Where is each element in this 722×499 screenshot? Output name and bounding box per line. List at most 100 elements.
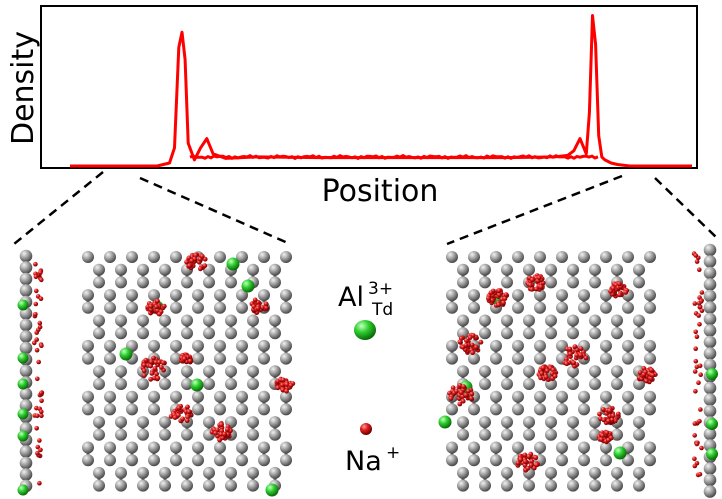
- framework-atom: [633, 276, 645, 289]
- framework-atom: [159, 314, 171, 327]
- legend-na-charge: +: [386, 443, 400, 463]
- framework-atom: [236, 289, 248, 302]
- framework-atom: [446, 289, 458, 302]
- framework-atom: [82, 352, 94, 365]
- framework-atom: [19, 387, 33, 401]
- na-cluster-atom: [698, 407, 703, 412]
- na-cluster-atom: [696, 313, 701, 318]
- framework-atom: [93, 428, 105, 441]
- framework-atom: [170, 441, 182, 454]
- framework-atom: [104, 403, 116, 416]
- framework-atom: [446, 441, 458, 454]
- framework-atom: [446, 251, 458, 263]
- na-cluster-atom: [39, 343, 44, 349]
- framework-atom: [181, 479, 193, 492]
- framework-atom: [137, 276, 149, 289]
- na-cluster-atom: [637, 370, 643, 375]
- na-cluster-atom: [154, 371, 160, 377]
- al-atom: [241, 279, 255, 293]
- na-cluster-atom: [697, 363, 703, 369]
- framework-atom: [104, 352, 116, 365]
- framework-atom: [534, 251, 546, 263]
- framework-atom: [490, 454, 502, 467]
- na-cluster-atom: [187, 358, 193, 364]
- na-cluster-atom: [544, 368, 550, 374]
- framework-atom: [556, 390, 568, 403]
- framework-atom: [225, 479, 237, 492]
- framework-atom: [468, 441, 480, 454]
- framework-atom: [523, 327, 535, 340]
- al-atom: [17, 408, 29, 420]
- connector-left-inner: [139, 176, 291, 246]
- na-cluster-atom: [529, 277, 535, 283]
- framework-atom: [644, 454, 656, 467]
- framework-atom: [148, 251, 160, 263]
- framework-atom: [236, 390, 248, 403]
- al-atom: [706, 418, 718, 430]
- na-cluster-atom: [39, 413, 44, 419]
- framework-atom: [236, 251, 248, 263]
- framework-atom: [126, 454, 138, 467]
- framework-atom: [258, 251, 270, 263]
- al-atom: [17, 352, 29, 364]
- framework-atom: [703, 462, 717, 475]
- na-cluster-atom: [692, 463, 698, 469]
- framework-atom: [269, 416, 281, 429]
- na-cluster-atom: [529, 286, 535, 292]
- na-cluster-atom: [160, 360, 166, 366]
- na-cluster-atom: [540, 365, 546, 371]
- framework-atom: [703, 266, 717, 280]
- framework-atom: [589, 466, 601, 479]
- framework-atom: [137, 428, 149, 441]
- framework-atom: [600, 251, 612, 263]
- framework-atom: [170, 352, 182, 365]
- na-cluster-atom: [187, 263, 192, 269]
- framework-atom: [446, 403, 458, 416]
- framework-atom: [258, 289, 270, 302]
- na-cluster-atom: [617, 292, 623, 298]
- framework-atom: [545, 428, 557, 441]
- framework-atom: [468, 301, 480, 314]
- al-atom: [17, 430, 29, 442]
- framework-atom: [703, 393, 717, 406]
- framework-atom: [479, 378, 491, 390]
- zoom-connectors: [13, 171, 718, 246]
- framework-atom: [644, 289, 656, 302]
- al-atom: [438, 415, 452, 429]
- framework-atom: [82, 301, 94, 314]
- na-cluster-atom: [280, 377, 286, 383]
- framework-atom: [192, 390, 204, 403]
- framework-atom: [181, 378, 193, 390]
- na-cluster-atom: [696, 300, 702, 306]
- framework-atom: [512, 441, 524, 454]
- na-cluster-atom: [693, 346, 698, 352]
- na-cluster-atom: [641, 366, 647, 371]
- framework-atom: [236, 441, 248, 454]
- framework-atom: [501, 327, 513, 340]
- framework-atom: [703, 324, 717, 337]
- na-cluster-atom: [39, 398, 44, 404]
- na-cluster-atom: [264, 305, 269, 311]
- na-cluster-atom: [578, 346, 584, 352]
- right-top-view-panel: [438, 251, 658, 492]
- framework-atom: [611, 365, 623, 378]
- na-cluster-atom: [693, 253, 699, 258]
- framework-atom: [479, 365, 491, 378]
- framework-atom: [567, 428, 579, 441]
- framework-atom: [137, 327, 149, 340]
- framework-atom: [104, 289, 116, 302]
- na-cluster-atom: [148, 363, 154, 369]
- na-cluster-atom: [148, 376, 154, 382]
- framework-atom: [203, 378, 215, 390]
- na-cluster-atom: [469, 342, 475, 348]
- framework-atom: [19, 330, 33, 343]
- framework-atom: [159, 327, 171, 340]
- na-cluster-atom: [35, 444, 41, 450]
- framework-atom: [192, 352, 204, 365]
- framework-atom: [556, 454, 568, 467]
- framework-atom: [703, 381, 717, 395]
- framework-atom: [258, 441, 270, 454]
- na-cluster-atom: [564, 361, 569, 367]
- framework-atom: [192, 301, 204, 314]
- al-atom: [265, 483, 279, 497]
